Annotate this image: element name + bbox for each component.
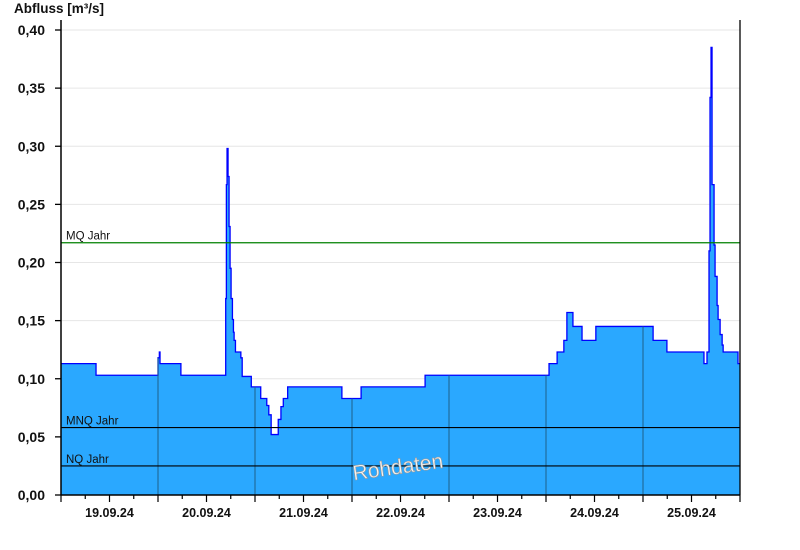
x-tick-label: 19.09.24 [85, 506, 134, 520]
y-tick-label: 0,00 [18, 487, 45, 503]
y-tick-label: 0,10 [18, 371, 45, 387]
y-tick-label: 0,25 [18, 196, 45, 212]
x-tick-label: 25.09.24 [667, 506, 716, 520]
y-tick-label: 0,40 [18, 22, 45, 38]
x-tick-label: 21.09.24 [279, 506, 328, 520]
y-axis-title: Abfluss [m³/s] [14, 1, 104, 16]
reference-line-label: NQ Jahr [66, 454, 109, 466]
y-tick-label: 0,05 [18, 429, 45, 445]
discharge-area [61, 47, 740, 495]
x-tick-label: 23.09.24 [473, 506, 522, 520]
discharge-line [61, 46, 740, 436]
y-tick-label: 0,30 [18, 138, 45, 154]
reference-line-label: MNQ Jahr [66, 416, 119, 428]
reference-line-label: MQ Jahr [66, 231, 110, 243]
x-tick-label: 22.09.24 [376, 506, 425, 520]
reference-lines: MQ Jahr MNQ Jahr NQ Jahr [61, 231, 740, 467]
x-tick-label: 20.09.24 [182, 506, 231, 520]
y-tick-label: 0,20 [18, 255, 45, 271]
y-tick-label: 0,35 [18, 80, 45, 96]
x-tick-label: 24.09.24 [570, 506, 619, 520]
y-tick-label: 0,15 [18, 313, 45, 329]
axes: 0,00 0,05 0,10 0,15 0,20 0,25 0,30 0,35 0,40 19.0… [18, 20, 741, 520]
plot-area [61, 46, 740, 495]
